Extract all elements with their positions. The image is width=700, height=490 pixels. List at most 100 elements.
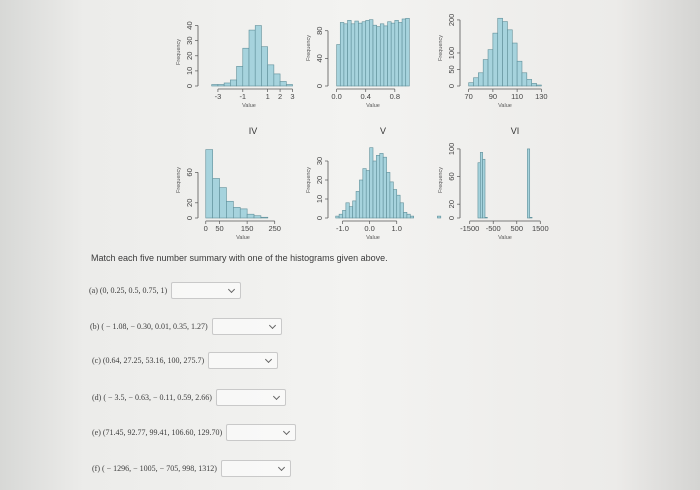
panel-2-y-tick-label: 0 — [315, 84, 324, 88]
panel-3-bar — [492, 32, 499, 87]
panel-3-bar — [516, 60, 523, 87]
panel-5-bar — [359, 179, 364, 219]
panel-2-x-tick-label: 0.0 — [331, 92, 341, 101]
panel-2-bar — [387, 21, 392, 87]
panel-3-bar — [531, 83, 537, 87]
panel-6-y-tick-label: 0 — [447, 216, 456, 220]
question-a-label: (a) (0, 0.25, 0.5, 0.75, 1) — [89, 286, 168, 295]
panel-4-bar — [233, 207, 241, 219]
panel-1-bar — [217, 84, 225, 87]
answer-select-b[interactable] — [211, 318, 282, 335]
panel-2-y-tick-label: 80 — [315, 27, 324, 35]
chevron-down-icon — [268, 321, 276, 330]
instruction-text: Match each five number summary with one … — [91, 253, 388, 263]
panel-3-bar — [511, 42, 518, 87]
panel-5-x-axis-label: Value — [366, 235, 380, 241]
panel-2-bar — [369, 19, 374, 87]
panel-5-bar — [369, 147, 374, 219]
panel-2-y-axis-label: Frequency — [306, 35, 312, 61]
panel-1-x-tick-label: -3 — [215, 92, 222, 101]
panel-5-bar — [355, 191, 360, 219]
question-b: (b) ( − 1.08, − 0.30, 0.01, 0.35, 1.27) — [90, 318, 282, 335]
panel-1-bar — [267, 64, 275, 87]
panel-1-bar — [242, 47, 250, 87]
panel-6-bar — [484, 217, 488, 219]
panel-1-bar — [285, 84, 293, 87]
panel-4-y-axis-label: Frequency — [176, 167, 182, 193]
panel-2-x-axis-label: Value — [366, 103, 380, 109]
panel-3-bar — [497, 17, 503, 87]
panel-2-bar — [361, 21, 367, 87]
panel-6-y-axis-label: Frequency — [438, 167, 444, 193]
panel-3-x-tick-label: 70 — [464, 92, 472, 101]
panel-4-bar — [212, 178, 220, 219]
question-d-label: (d) ( − 3.5, − 0.63, − 0.11, 0.59, 2.66) — [92, 393, 212, 402]
panel-2-bar — [379, 23, 385, 87]
panel-3-bar — [468, 82, 474, 87]
panel-3-bar — [526, 79, 532, 87]
panel-6-bar — [527, 148, 531, 219]
panel-6-y-tick-label: 100 — [447, 143, 456, 156]
panel-2-bar — [394, 20, 399, 87]
panel-2-x-tick-label: 0.4 — [361, 92, 371, 101]
panel-3-bar — [473, 77, 479, 87]
panel-3-bar — [521, 72, 528, 87]
panel-4-x-tick-label: 250 — [268, 224, 281, 233]
answer-select-e[interactable] — [226, 424, 297, 441]
panel-3-bar — [482, 59, 489, 87]
panel-3-y-tick-label: 0 — [447, 84, 456, 88]
question-e: (e) (71.45, 92.77, 99.41, 106.60, 129.70… — [92, 424, 297, 441]
panel-3-bar — [502, 21, 508, 87]
panel-1-bar — [223, 82, 231, 87]
panel-2-bar — [365, 20, 370, 87]
panel-6-bar — [479, 152, 483, 219]
panel-6-x-tick-label: 1500 — [532, 224, 549, 233]
panel-4-y-tick-label: 60 — [185, 168, 194, 176]
panel-1-x-tick-label: 3 — [290, 92, 294, 101]
panel-2-bar — [390, 22, 396, 87]
panel-5-bar — [379, 153, 384, 219]
panel-4-bar — [239, 208, 248, 219]
panel-3-x-tick-label: 110 — [511, 92, 523, 101]
panel-1-x-axis-label: Value — [242, 103, 256, 109]
panel-3-bar — [487, 49, 494, 87]
question-c: (c) (0.64, 27.25, 53.16, 100, 275.7) — [92, 352, 279, 369]
panel-2-bar — [350, 23, 356, 87]
panel-4-title: IV — [249, 126, 258, 136]
answer-select-c[interactable] — [208, 352, 279, 369]
panel-5-x-tick-label: 0.0 — [364, 224, 374, 233]
panel-6-x-tick-label: 500 — [511, 224, 524, 233]
panel-1-bar — [261, 46, 268, 87]
panel-6-bar — [482, 158, 486, 219]
answer-select-d[interactable] — [215, 389, 286, 406]
panel-5-bar — [348, 206, 353, 219]
answer-select-a[interactable] — [171, 282, 242, 299]
question-e-label: (e) (71.45, 92.77, 99.41, 106.60, 129.70… — [92, 428, 223, 437]
panel-2-bar — [398, 22, 403, 87]
panel-4-bar — [226, 200, 234, 219]
panel-2-bar — [372, 24, 377, 87]
panel-1-y-tick-label: 40 — [185, 21, 194, 29]
answer-select-f[interactable] — [220, 460, 291, 477]
panel-1-bar — [236, 66, 244, 87]
panel-4-y-tick-label: 0 — [185, 216, 194, 220]
panel-5-bar — [389, 181, 394, 219]
panel-2-bar — [405, 17, 410, 87]
panel-1-y-axis-label: Frequency — [176, 39, 182, 65]
chevron-down-icon — [228, 285, 236, 294]
chevron-down-icon — [272, 392, 280, 401]
panel-5-y-tick-label: 20 — [315, 176, 324, 184]
panel-1-bar — [254, 25, 262, 87]
panel-5-y-tick-label: 0 — [315, 216, 324, 220]
panel-6-x-tick-label: -500 — [486, 224, 501, 233]
panel-4-bar — [253, 215, 262, 219]
panel-4-x-axis-label: Value — [236, 235, 250, 241]
panel-1-y-tick-label: 30 — [185, 36, 194, 44]
panel-5-y-axis-label: Frequency — [306, 167, 312, 193]
panel-2-bar — [354, 20, 359, 87]
panel-2-bar — [358, 22, 363, 87]
panel-5-x-tick-label: -1.0 — [336, 224, 349, 233]
panel-4-bar — [219, 187, 227, 219]
panel-4-bar — [205, 149, 213, 219]
panel-3-x-tick-label: 130 — [535, 92, 548, 101]
